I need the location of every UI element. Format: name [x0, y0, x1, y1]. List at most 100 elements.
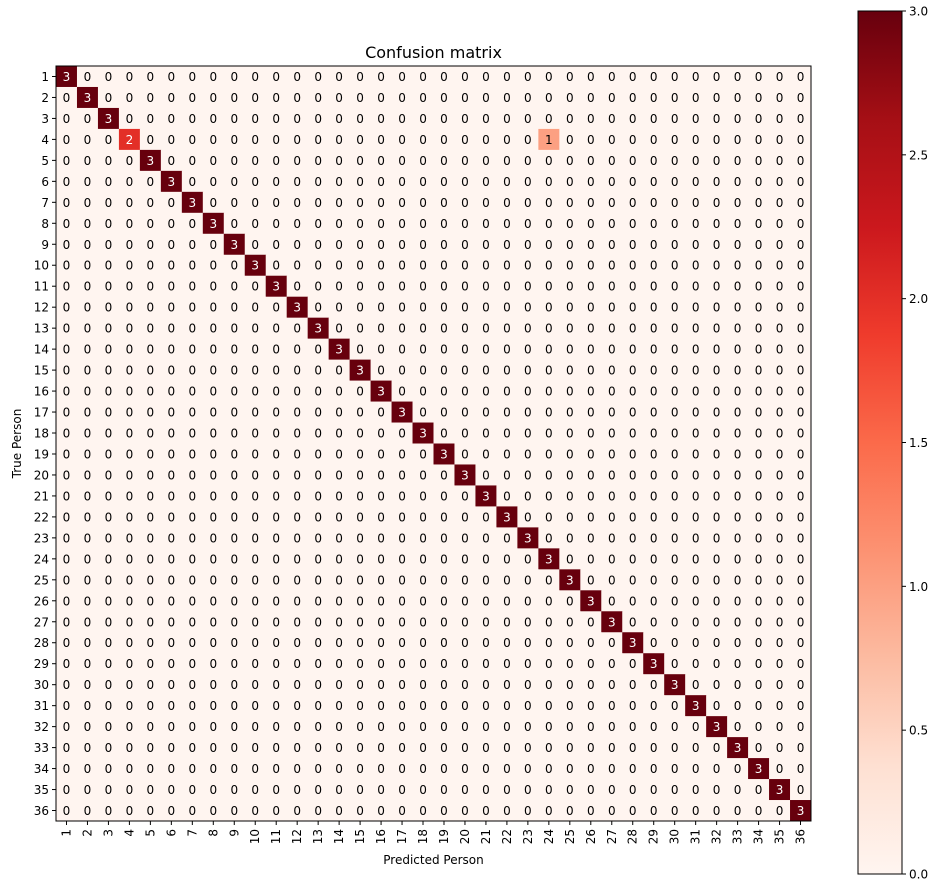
heatmap-cell: [685, 443, 707, 465]
heatmap-cell: [454, 758, 476, 780]
cell-value-label: 0: [608, 762, 616, 776]
cell-value-label: 0: [356, 343, 364, 357]
cell-value-label: 0: [147, 552, 155, 566]
heatmap-cell: [580, 66, 602, 88]
heatmap-cell: [307, 275, 330, 298]
cell-value-label: 0: [398, 762, 406, 776]
heatmap-cell: [727, 296, 749, 319]
heatmap-cell: [601, 191, 623, 214]
cell-value-label: 0: [671, 133, 679, 147]
heatmap-cell: [622, 275, 644, 298]
heatmap-cell: [370, 233, 392, 256]
heatmap-cell: [56, 695, 78, 717]
y-tick-label: 26: [34, 594, 49, 608]
heatmap-cell: [580, 233, 602, 256]
heatmap-cell: [56, 506, 78, 528]
heatmap-cell: [56, 548, 78, 570]
heatmap-cell: [181, 149, 204, 172]
cell-value-label: 0: [188, 783, 196, 797]
cell-value-label: 0: [126, 447, 134, 461]
cell-value-label: 0: [713, 238, 721, 252]
x-tick-label: 6: [164, 829, 178, 837]
heatmap-cell: [223, 443, 246, 465]
heatmap-cell: [559, 800, 581, 822]
heatmap-cell: [706, 212, 728, 235]
heatmap-cell: [286, 254, 309, 277]
heatmap-cell: [244, 191, 267, 214]
heatmap-cell: [412, 758, 434, 780]
cell-value-label: 0: [650, 594, 658, 608]
heatmap-cell: [328, 380, 351, 402]
cell-value-label: 0: [587, 636, 595, 650]
cell-value-label: 0: [188, 531, 196, 545]
heatmap-cell: [706, 758, 728, 780]
heatmap-cell: [580, 128, 602, 151]
heatmap-cell: [160, 296, 183, 319]
cell-value-label: 0: [461, 154, 469, 168]
cell-value-label: 0: [755, 531, 763, 545]
cell-value-label: 0: [671, 489, 679, 503]
cell-value-label: 0: [398, 343, 406, 357]
cell-value-label: 0: [126, 91, 134, 105]
cell-value-label: 0: [629, 468, 637, 482]
heatmap-cell: [643, 149, 665, 172]
heatmap-cell: [349, 107, 371, 130]
cell-value-label: 0: [168, 594, 176, 608]
heatmap-cell: [244, 66, 267, 88]
cell-value-label: 0: [671, 112, 679, 126]
cell-value-label: 0: [797, 91, 805, 105]
heatmap-cell: [76, 254, 99, 277]
heatmap-cell: [517, 338, 539, 361]
heatmap-cell: [202, 653, 225, 675]
heatmap-cell: [706, 338, 728, 361]
heatmap-cell: [307, 800, 330, 822]
cell-value-label: 0: [105, 322, 113, 336]
heatmap-cell: [769, 338, 791, 361]
cell-value-label: 0: [797, 112, 805, 126]
cell-value-label: 0: [629, 133, 637, 147]
heatmap-cell: [748, 86, 770, 109]
cell-value-label: 0: [419, 280, 427, 294]
heatmap-cell: [412, 611, 434, 633]
heatmap-cell: [160, 779, 183, 801]
cell-value-label: 0: [314, 154, 322, 168]
heatmap-cell: [790, 590, 812, 612]
cell-value-label: 0: [63, 175, 71, 189]
heatmap-cell: [769, 590, 791, 612]
heatmap-cell: [790, 401, 812, 423]
cell-value-label: 0: [755, 594, 763, 608]
heatmap-cell: [517, 191, 539, 214]
heatmap-cell: [538, 779, 560, 801]
cell-value-label: 0: [272, 112, 280, 126]
cell-value-label: 0: [209, 573, 217, 587]
heatmap-cell: [454, 611, 476, 633]
heatmap-cell: [643, 800, 665, 822]
heatmap-cell: [433, 380, 455, 402]
heatmap-cell: [286, 443, 309, 465]
cell-value-label: 0: [209, 783, 217, 797]
heatmap-cell: [244, 653, 267, 675]
heatmap-cell: [139, 380, 162, 402]
cell-value-label: 0: [755, 259, 763, 273]
heatmap-cell: [538, 170, 560, 193]
cell-value-label: 0: [84, 385, 92, 399]
cell-value-label: 0: [755, 573, 763, 587]
heatmap-cell: [538, 401, 560, 423]
cell-value-label: 0: [776, 427, 784, 441]
heatmap-cell: [601, 296, 623, 319]
cell-value-label: 0: [776, 804, 784, 818]
cell-value-label: 0: [272, 175, 280, 189]
cell-value-label: 0: [566, 112, 574, 126]
cell-value-label: 0: [650, 385, 658, 399]
cell-value-label: 0: [545, 280, 553, 294]
cell-value-label: 0: [755, 196, 763, 210]
cell-value-label: 0: [566, 364, 574, 378]
cell-value-label: 0: [84, 406, 92, 420]
heatmap-cell: [202, 128, 225, 151]
cell-value-label: 0: [524, 112, 532, 126]
cell-value-label: 0: [84, 615, 92, 629]
cell-value-label: 0: [461, 615, 469, 629]
cell-value-label: 0: [147, 636, 155, 650]
heatmap-cell: [601, 422, 623, 444]
heatmap-cell: [307, 695, 330, 717]
